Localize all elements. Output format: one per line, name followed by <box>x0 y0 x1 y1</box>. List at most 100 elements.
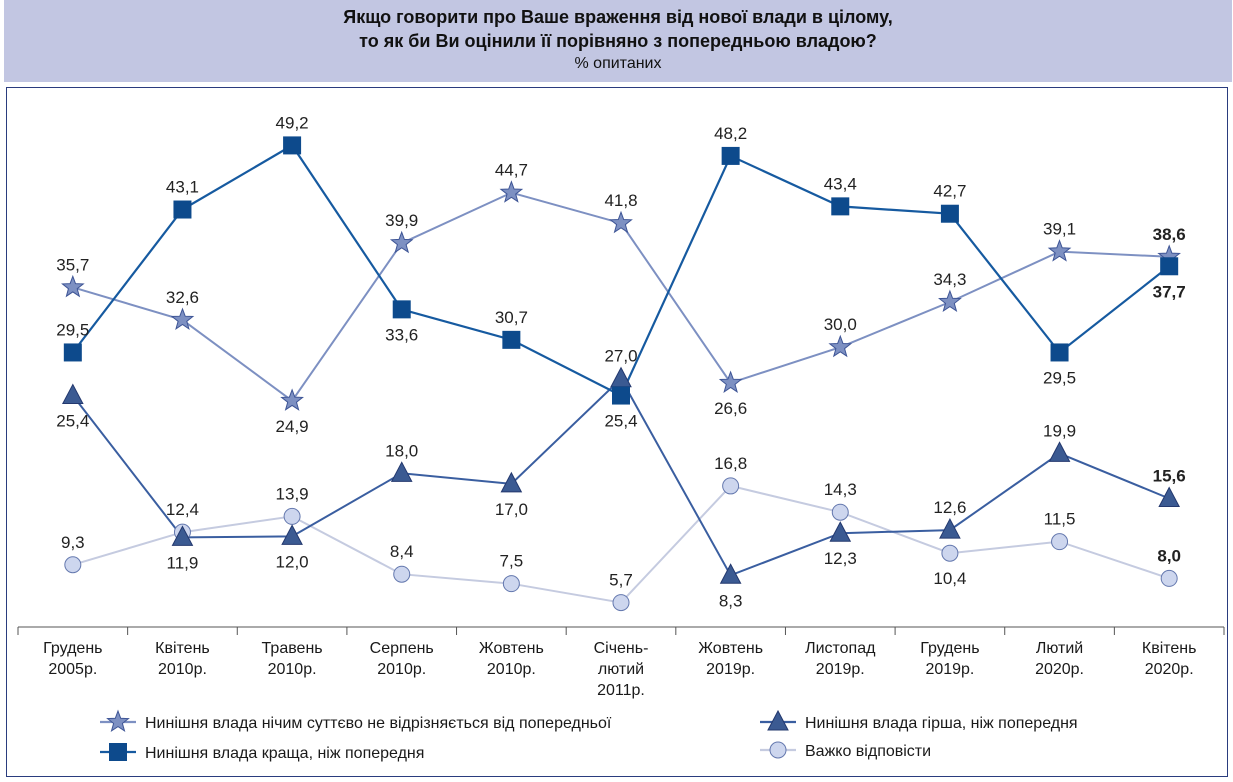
point-triangle <box>1048 441 1071 462</box>
x-tick-label: Листопад <box>805 640 876 657</box>
data-label: 18,0 <box>385 441 418 460</box>
data-label: 17,0 <box>495 500 528 519</box>
data-label: 33,6 <box>385 325 418 344</box>
x-tick-label: Серпень <box>370 640 434 657</box>
chart-header: Якщо говорити про Ваше враження від ново… <box>4 0 1232 82</box>
point-triangle <box>171 525 194 546</box>
point-square <box>63 343 82 362</box>
data-label: 43,4 <box>824 174 857 193</box>
legend-marker-star <box>106 709 130 733</box>
point-circle <box>1160 569 1178 587</box>
point-square <box>1050 343 1069 362</box>
data-label: 43,1 <box>166 178 199 197</box>
x-tick-label: 2011р. <box>597 682 645 699</box>
chart-subtitle: % опитаних <box>574 55 662 72</box>
point-triangle <box>719 563 742 584</box>
data-label: 8,3 <box>719 591 743 610</box>
point-circle <box>502 575 520 593</box>
point-star <box>609 210 633 234</box>
data-label: 8,4 <box>390 542 414 561</box>
point-triangle <box>390 461 413 482</box>
point-star <box>389 230 414 254</box>
data-label: 11,9 <box>167 553 199 572</box>
point-circle <box>393 565 411 583</box>
point-triangle <box>610 366 632 388</box>
point-star <box>280 388 304 411</box>
chart-title-line-1: Якщо говорити про Ваше враження від ново… <box>343 7 893 27</box>
legend-label-triangle: Нинішня влада гірша, ніж попередня <box>805 715 1078 732</box>
x-tick-label: Жовтень <box>479 640 544 657</box>
point-circle <box>831 503 849 521</box>
data-label: 16,8 <box>714 454 747 473</box>
x-tick-label: Грудень <box>43 640 102 657</box>
data-label: 41,8 <box>604 191 637 210</box>
legend-marker-square <box>109 743 127 761</box>
data-label: 48,2 <box>714 124 747 143</box>
data-label: 38,6 <box>1153 225 1186 244</box>
data-label: 15,6 <box>1153 467 1186 486</box>
data-label: 12,4 <box>166 500 199 519</box>
point-star <box>499 180 524 203</box>
data-label: 30,0 <box>824 315 857 334</box>
data-label: 26,6 <box>714 399 747 418</box>
data-label: 29,5 <box>56 320 89 339</box>
point-triangle <box>829 521 852 542</box>
data-label: 25,4 <box>56 412 89 431</box>
data-label: 5,7 <box>609 571 633 590</box>
x-tick-label: лютий <box>598 661 644 678</box>
chart-frame <box>6 87 1228 777</box>
data-label: 10,4 <box>933 569 966 588</box>
data-label: 24,9 <box>276 417 309 436</box>
data-label: 8,0 <box>1157 546 1181 565</box>
data-label: 12,6 <box>933 498 966 517</box>
x-tick-label: 2019р. <box>706 661 755 678</box>
data-label: 37,7 <box>1153 282 1186 301</box>
x-tick-label: 2019р. <box>816 661 865 678</box>
data-label: 34,3 <box>933 270 966 289</box>
point-star <box>828 334 853 358</box>
legend-label-square: Нинішня влада краща, ніж попередня <box>145 745 424 762</box>
legend-label-circle: Важко відповісти <box>805 743 931 760</box>
data-label: 11,5 <box>1044 510 1076 529</box>
x-tick-label: 2020р. <box>1035 661 1084 678</box>
data-label: 39,1 <box>1043 220 1076 239</box>
point-triangle <box>1158 486 1181 508</box>
point-circle <box>941 544 959 562</box>
series-line-triangle <box>72 377 1170 577</box>
x-tick-label: Травень <box>262 640 323 657</box>
point-square <box>283 136 302 155</box>
data-label: 39,9 <box>385 211 418 230</box>
x-tick-label: 2010р. <box>268 661 317 678</box>
x-tick-label: 2020р. <box>1145 661 1194 678</box>
legend-label-star: Нинішня влада нічим суттєво не відрізняє… <box>145 715 612 732</box>
data-label: 27,0 <box>604 347 637 366</box>
data-label: 49,2 <box>276 113 309 132</box>
x-tick-label: 2010р. <box>377 661 426 678</box>
point-square <box>612 386 630 405</box>
data-label: 19,9 <box>1043 421 1076 440</box>
data-label: 12,3 <box>824 549 857 568</box>
point-circle <box>64 556 82 574</box>
x-tick-label: Жовтень <box>698 640 763 657</box>
x-tick-label: 2010р. <box>487 661 536 678</box>
point-star <box>170 307 195 330</box>
point-triangle <box>281 524 303 545</box>
data-label: 9,3 <box>61 533 85 552</box>
x-tick-label: Лютий <box>1036 640 1083 657</box>
legend-marker-triangle <box>767 709 789 731</box>
data-label: 7,5 <box>500 552 524 571</box>
point-square <box>831 197 850 216</box>
point-star <box>718 370 743 393</box>
point-triangle <box>939 518 961 539</box>
data-label: 14,3 <box>824 480 857 499</box>
x-tick-label: Квітень <box>1142 640 1197 657</box>
point-circle <box>722 477 740 495</box>
point-circle <box>283 507 301 525</box>
point-square <box>1160 257 1179 276</box>
point-triangle <box>61 383 84 405</box>
point-star <box>61 274 85 298</box>
point-star <box>938 289 962 313</box>
data-label: 35,7 <box>56 255 89 274</box>
data-label: 42,7 <box>933 182 966 201</box>
